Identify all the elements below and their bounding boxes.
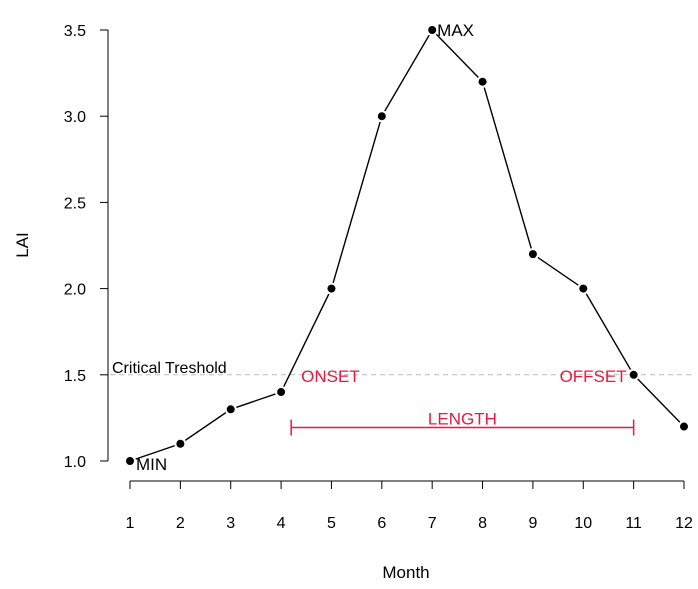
- y-tick-label: 3.5: [64, 23, 86, 40]
- data-point: [579, 284, 588, 293]
- data-point: [680, 422, 688, 431]
- x-tick-label: 8: [478, 515, 487, 532]
- y-tick-label: 3.0: [64, 109, 86, 126]
- annotation-onset: ONSET: [301, 367, 360, 386]
- x-tick-label: 10: [574, 515, 592, 532]
- y-tick-label: 2.5: [64, 195, 86, 212]
- x-tick-label: 2: [176, 515, 185, 532]
- x-tick-label: 7: [428, 515, 437, 532]
- annotations-layer: MIN MAX ONSET OFFSET LENGTH: [136, 21, 635, 474]
- threshold-label: Critical Treshold: [112, 360, 227, 377]
- axes: 1.01.52.02.53.03.51 2 3 4 5 6 7 8 9 10 11 12: [64, 23, 693, 532]
- y-axis-label: LAI: [13, 232, 32, 258]
- x-tick-label: 6: [377, 515, 386, 532]
- data-point: [226, 405, 235, 414]
- data-point: [629, 370, 638, 379]
- length-label: LENGTH: [428, 410, 497, 429]
- x-tick-label: 4: [277, 515, 286, 532]
- data-point: [478, 77, 487, 86]
- series-line: [129, 28, 685, 462]
- data-point: [277, 388, 286, 397]
- x-tick-label: 9: [528, 515, 537, 532]
- x-tick-label: 3: [226, 515, 235, 532]
- annotation-max: MAX: [437, 21, 474, 40]
- data-point: [176, 439, 185, 448]
- series-layer: [129, 28, 685, 462]
- annotation-min: MIN: [136, 455, 167, 474]
- x-tick-label: 1: [126, 515, 135, 532]
- threshold-layer: Critical Treshold: [110, 360, 694, 377]
- y-tick-label: 1.5: [64, 368, 86, 385]
- x-axis-label: Month: [382, 563, 429, 582]
- data-point: [327, 284, 336, 293]
- data-point: [528, 250, 537, 259]
- y-tick-label: 1.0: [64, 454, 86, 471]
- x-tick-label: 12: [675, 515, 693, 532]
- x-tick-label: 11: [625, 515, 642, 532]
- x-tick-label: 5: [327, 515, 336, 532]
- data-point: [428, 26, 437, 34]
- points-layer: [124, 24, 690, 467]
- annotation-offset: OFFSET: [560, 367, 627, 386]
- data-point: [377, 112, 386, 121]
- y-tick-label: 2.0: [64, 282, 86, 299]
- data-point: [126, 457, 134, 465]
